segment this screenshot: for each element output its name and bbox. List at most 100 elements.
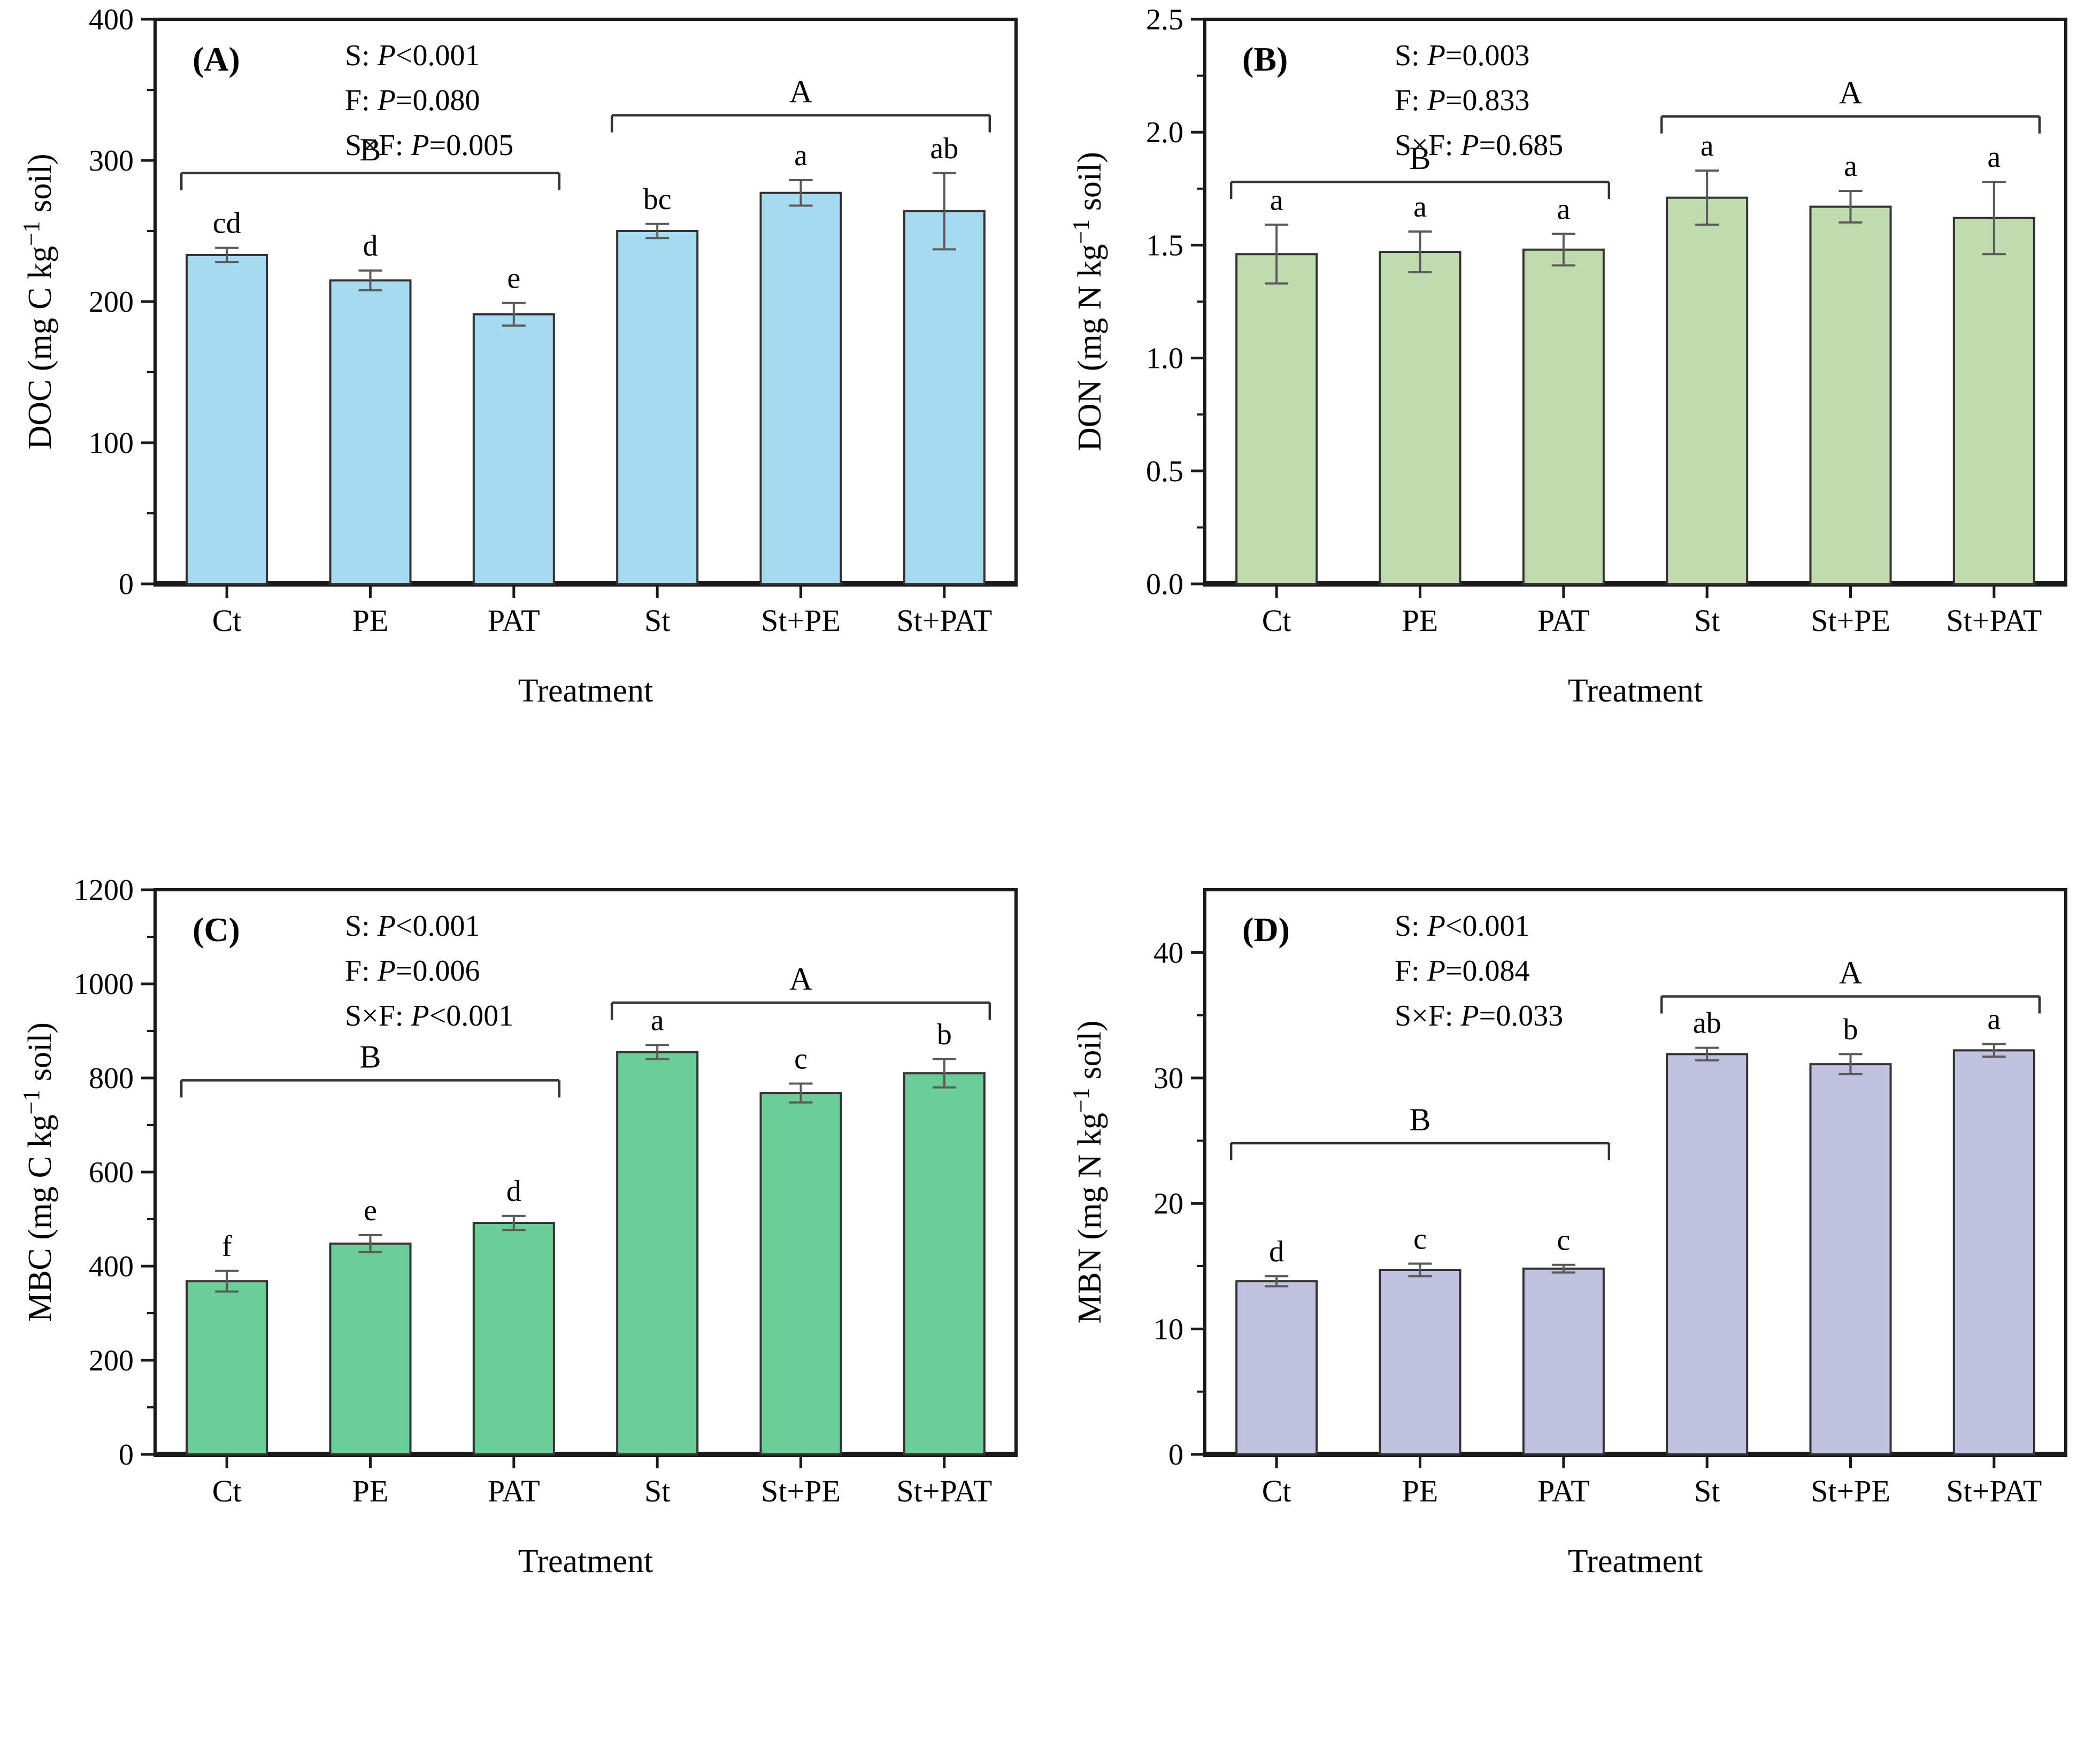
y-tick-label: 400 [89, 3, 134, 36]
sig-letter: d [506, 1175, 521, 1208]
panel-c: 0 200 400 600 800 1000 1200 Ct PE PAT St St+PE St+PA… [0, 871, 1050, 1741]
sig-letter: d [1269, 1235, 1284, 1268]
y-axis: 0 200 400 600 800 1000 1200 [74, 874, 155, 1472]
bar-PAT [472, 1222, 555, 1455]
bar-St+PAT [1952, 1049, 2035, 1455]
x-tick-label: PE [1402, 1474, 1439, 1508]
sig-letter: e [364, 1194, 377, 1227]
panel-a: 0 100 200 300 400 Ct PE PAT St St+PE St+PAT Treatme… [0, 0, 1050, 871]
y-tick-label: 1200 [74, 874, 134, 907]
y-axis: 0 10 20 30 40 [1153, 936, 1205, 1472]
chart-mbc: 0 200 400 600 800 1000 1200 Ct PE PAT St St+PE St+PA… [18, 874, 1018, 1580]
sig-letter: cd [213, 207, 241, 240]
sig-letter: b [937, 1018, 952, 1051]
sig-letter: d [363, 229, 378, 263]
bracket-label: A [789, 74, 812, 110]
sig-letter: a [1413, 190, 1427, 224]
x-tick-label: St+PE [761, 1474, 841, 1508]
group-brackets: BA [1229, 955, 2041, 1161]
y-tick-label: 0 [119, 1438, 134, 1472]
error-bars [215, 172, 956, 327]
panel-label: (D) [1242, 911, 1290, 949]
panel-label: (B) [1242, 40, 1288, 78]
stat-line: S: P<0.001 [345, 39, 480, 72]
sig-letters: cd d e bc a ab [213, 132, 959, 295]
bars [1235, 196, 2035, 586]
sig-letter: a [794, 139, 807, 172]
sig-letter: a [1701, 129, 1714, 163]
x-tick-label: St [644, 603, 670, 638]
stats-block: S: P<0.001 F: P=0.006 S×F: P<0.001 [345, 910, 513, 1033]
x-axis-title: Treatment [518, 673, 653, 709]
stat-line: F: P=0.006 [345, 954, 480, 988]
plot-frame [1203, 888, 2067, 1456]
bar-St [616, 1051, 699, 1456]
sig-letter: a [1557, 192, 1570, 226]
sig-letter: a [1844, 150, 1857, 183]
error-bars [1265, 1043, 2006, 1288]
bar-PE [329, 279, 412, 585]
y-tick-label: 0.0 [1146, 568, 1183, 601]
stats-block: S: P=0.003 F: P=0.833 S×F: P=0.685 [1395, 39, 1563, 162]
x-tick-label: St [644, 1474, 670, 1508]
y-tick-label: 100 [89, 427, 134, 460]
y-tick-label: 2.0 [1146, 116, 1183, 149]
y-tick-label: 300 [89, 144, 134, 178]
stat-line: S×F: P=0.005 [345, 129, 513, 162]
bar-Ct [186, 1280, 268, 1455]
bars [186, 191, 986, 586]
stat-line: F: P=0.833 [1395, 84, 1530, 117]
x-axis-title: Treatment [1568, 1543, 1703, 1580]
bar-St+PAT [903, 1072, 986, 1455]
y-tick-label: 200 [89, 286, 134, 319]
y-tick-label: 800 [89, 1062, 134, 1095]
bar-St [1666, 196, 1749, 586]
sig-letter: c [1413, 1222, 1427, 1255]
bar-PAT [1522, 248, 1605, 585]
bar-St [1666, 1053, 1749, 1455]
x-tick-label: St [1694, 1474, 1720, 1508]
group-brackets: BA [180, 961, 991, 1098]
y-tick-label: 1.0 [1146, 342, 1183, 375]
stat-line: S: P=0.003 [1395, 39, 1530, 72]
error-bars [1265, 170, 2006, 285]
bars [186, 1051, 986, 1456]
stat-line: S×F: P=0.685 [1395, 129, 1563, 162]
y-tick-label: 2.5 [1146, 3, 1183, 36]
bracket-label: B [359, 132, 381, 167]
bar-St+PE [1809, 1063, 1892, 1456]
x-tick-label: PAT [488, 1474, 540, 1508]
x-axis: Ct PE PAT St St+PE St+PAT [212, 1454, 992, 1508]
sig-letter: ab [930, 132, 958, 165]
chart-don: 0.0 0.5 1.0 1.5 2.0 2.5 Ct PE PAT St St+PE St+PAT Tr… [1068, 3, 2067, 709]
x-tick-label: Ct [212, 1474, 242, 1508]
x-tick-label: St [1694, 603, 1720, 638]
x-tick-label: St+PAT [1946, 603, 2042, 638]
bracket-label: A [1839, 955, 1862, 990]
sig-letter: a [1270, 183, 1283, 217]
bracket-label: A [1839, 75, 1862, 111]
bracket-label: A [789, 961, 812, 997]
x-tick-label: St+PE [1811, 603, 1890, 638]
sig-letter: bc [643, 183, 672, 216]
y-axis-title: DON (mg N kg−1 soil) [1068, 152, 1108, 451]
panel-label: (C) [193, 911, 240, 949]
bars [1235, 1049, 2035, 1456]
x-axis: Ct PE PAT St St+PE St+PAT [1262, 584, 2042, 638]
sig-letter: e [507, 262, 520, 295]
y-tick-label: 30 [1153, 1062, 1183, 1095]
x-tick-label: Ct [1262, 603, 1291, 638]
y-tick-label: 400 [89, 1250, 134, 1283]
sig-letters: a a a a a a [1270, 129, 2001, 226]
panel-b: 0.0 0.5 1.0 1.5 2.0 2.5 Ct PE PAT St St+PE St+PAT Tr… [1050, 0, 2099, 871]
stat-line: F: P=0.080 [345, 84, 480, 117]
plot-frame [153, 18, 1018, 586]
plot-frame [1203, 18, 2067, 586]
bar-St+PE [759, 191, 842, 586]
x-tick-label: St+PAT [1946, 1474, 2042, 1508]
y-tick-label: 20 [1153, 1188, 1183, 1221]
plot-frame [153, 888, 1018, 1456]
stat-line: F: P=0.084 [1395, 954, 1530, 988]
x-tick-label: Ct [1262, 1474, 1291, 1508]
sig-letter: b [1843, 1013, 1858, 1046]
